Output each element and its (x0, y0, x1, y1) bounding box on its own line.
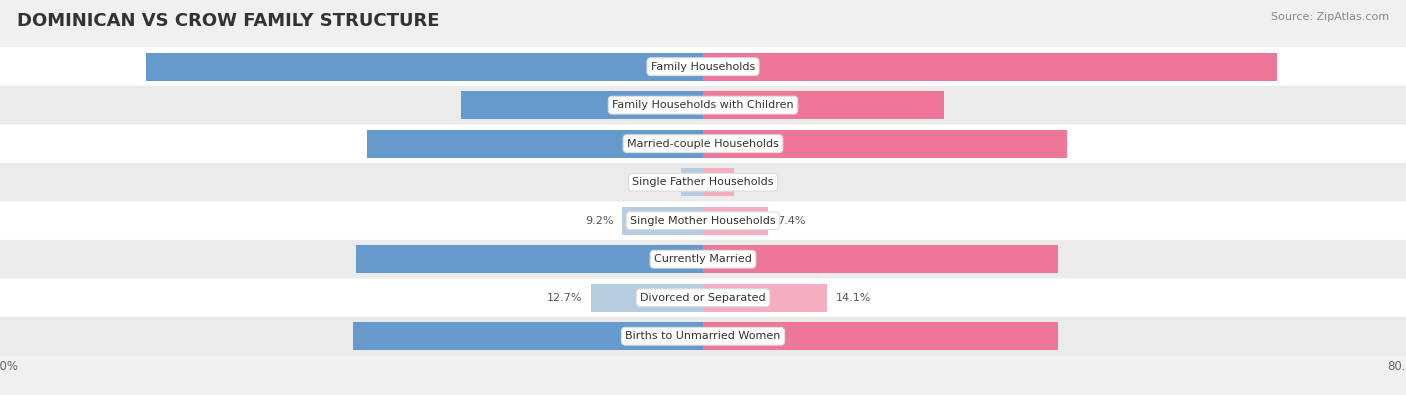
Bar (681, 168, 703, 196)
Bar (146, 53, 703, 81)
Text: 63.4%: 63.4% (690, 62, 728, 71)
FancyBboxPatch shape (0, 240, 1406, 278)
Text: 2.5%: 2.5% (644, 177, 672, 187)
Text: Divorced or Separated: Divorced or Separated (640, 293, 766, 303)
Text: Currently Married: Currently Married (654, 254, 752, 264)
Text: 27.5%: 27.5% (690, 100, 728, 110)
Text: Births to Unmarried Women: Births to Unmarried Women (626, 331, 780, 341)
Text: 40.4%: 40.4% (678, 331, 716, 341)
Bar (703, 130, 1067, 158)
Text: 27.4%: 27.4% (678, 100, 716, 110)
Text: 14.1%: 14.1% (835, 293, 872, 303)
FancyBboxPatch shape (0, 201, 1406, 240)
Bar (703, 207, 768, 235)
Bar (353, 322, 703, 350)
Bar (356, 245, 703, 273)
Text: 41.4%: 41.4% (678, 139, 716, 149)
Bar (703, 245, 1057, 273)
Text: Family Households: Family Households (651, 62, 755, 71)
Text: 7.4%: 7.4% (778, 216, 806, 226)
FancyBboxPatch shape (0, 124, 1406, 163)
Text: 9.2%: 9.2% (585, 216, 613, 226)
Text: 39.8%: 39.8% (690, 331, 728, 341)
Legend: Dominican, Crow: Dominican, Crow (620, 394, 786, 395)
Text: 3.5%: 3.5% (742, 177, 770, 187)
Text: 39.5%: 39.5% (690, 254, 728, 264)
Bar (703, 322, 1057, 350)
Text: Single Mother Households: Single Mother Households (630, 216, 776, 226)
FancyBboxPatch shape (0, 163, 1406, 201)
Bar (592, 284, 703, 312)
Text: 40.4%: 40.4% (678, 254, 716, 264)
FancyBboxPatch shape (0, 86, 1406, 124)
Bar (703, 168, 734, 196)
Bar (703, 284, 827, 312)
Bar (703, 91, 943, 119)
Text: DOMINICAN VS CROW FAMILY STRUCTURE: DOMINICAN VS CROW FAMILY STRUCTURE (17, 12, 439, 30)
Text: Source: ZipAtlas.com: Source: ZipAtlas.com (1271, 12, 1389, 22)
Text: Family Households with Children: Family Households with Children (612, 100, 794, 110)
FancyBboxPatch shape (0, 47, 1406, 86)
Text: Single Father Households: Single Father Households (633, 177, 773, 187)
Bar (621, 207, 703, 235)
Bar (461, 91, 703, 119)
FancyBboxPatch shape (0, 278, 1406, 317)
FancyBboxPatch shape (0, 317, 1406, 356)
Text: 65.3%: 65.3% (678, 62, 716, 71)
Bar (367, 130, 703, 158)
Bar (703, 53, 1277, 81)
Text: Married-couple Households: Married-couple Households (627, 139, 779, 149)
Text: 12.7%: 12.7% (547, 293, 582, 303)
Text: 38.2%: 38.2% (690, 139, 728, 149)
